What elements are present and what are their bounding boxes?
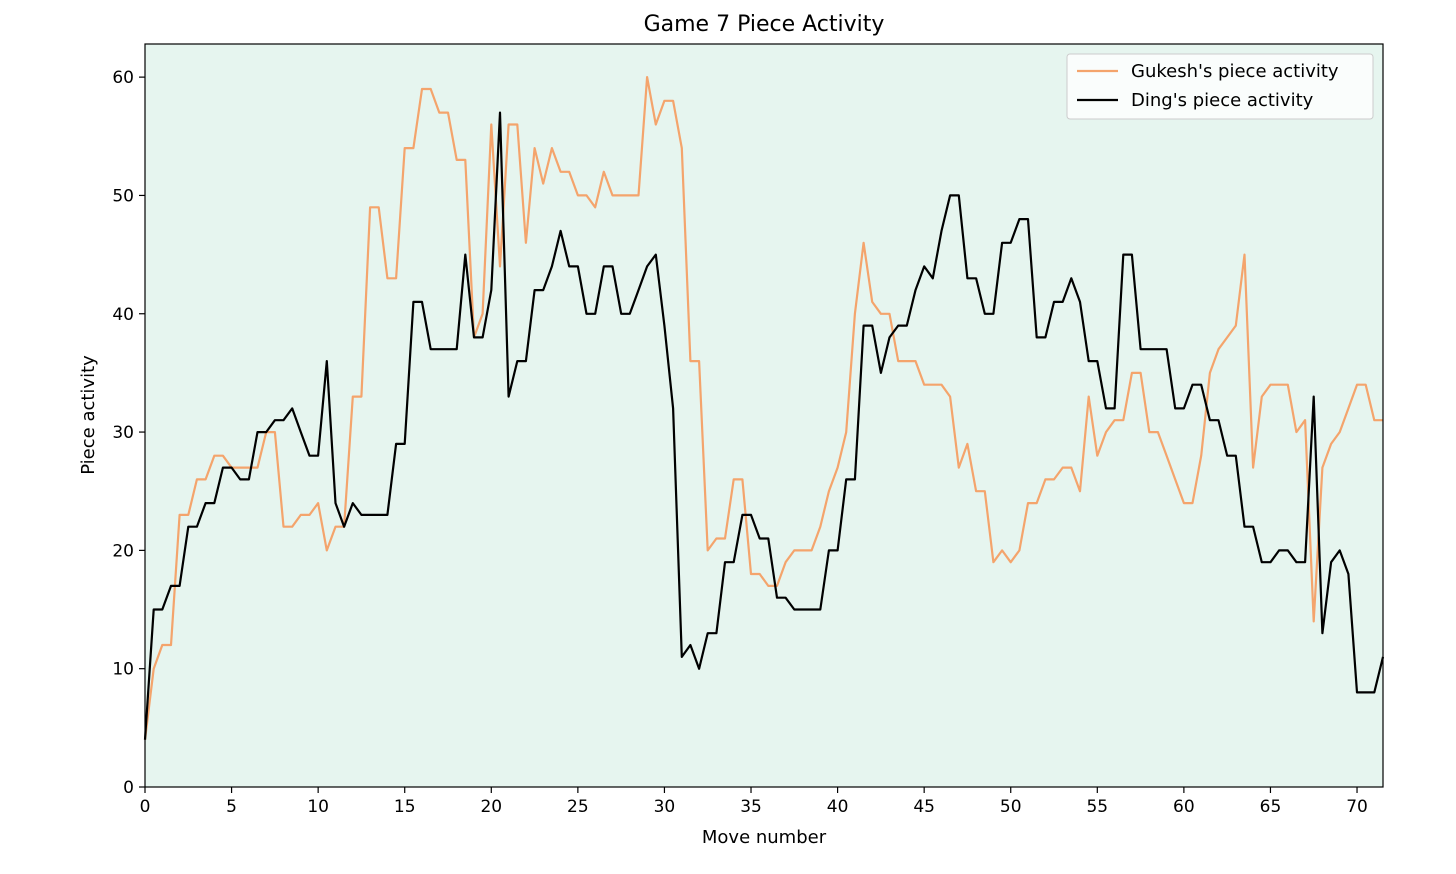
- x-tick-label-30: 30: [654, 797, 676, 817]
- plot-frame: [144, 43, 1384, 788]
- legend: Gukesh's piece activity Ding's piece act…: [1066, 53, 1374, 120]
- chart-title: Game 7 Piece Activity: [644, 12, 885, 37]
- legend-label-ding: Ding's piece activity: [1131, 90, 1314, 111]
- x-tick-label-25: 25: [567, 797, 589, 817]
- x-tick-label-5: 5: [226, 797, 237, 817]
- y-tick-label-0: 0: [123, 778, 134, 798]
- x-tick-label-60: 60: [1173, 797, 1195, 817]
- y-tick-label-60: 60: [112, 68, 134, 88]
- x-axis-label: Move number: [702, 827, 827, 848]
- series-line-ding: [143, 111, 1385, 740]
- series-layer: [143, 75, 1385, 740]
- x-tick-label-20: 20: [480, 797, 502, 817]
- y-axis: 0 10 20 30 40 50 60: [112, 68, 145, 798]
- x-tick-label-35: 35: [740, 797, 762, 817]
- x-tick-label-50: 50: [1000, 797, 1022, 817]
- x-tick-label-45: 45: [913, 797, 935, 817]
- y-tick-label-50: 50: [112, 186, 134, 206]
- y-tick-label-10: 10: [112, 660, 134, 680]
- x-tick-label-10: 10: [307, 797, 329, 817]
- x-tick-label-55: 55: [1086, 797, 1108, 817]
- y-tick-label-20: 20: [112, 541, 134, 561]
- x-axis: 0 5 10 15 20 25 30 35 40 45 50 55 60 65 70: [140, 787, 1368, 817]
- y-tick-label-30: 30: [112, 423, 134, 443]
- x-tick-label-40: 40: [827, 797, 849, 817]
- x-tick-label-70: 70: [1346, 797, 1368, 817]
- x-tick-label-0: 0: [140, 797, 151, 817]
- y-axis-label: Piece activity: [78, 355, 99, 475]
- x-tick-label-15: 15: [394, 797, 416, 817]
- legend-label-gukesh: Gukesh's piece activity: [1131, 61, 1339, 82]
- x-tick-label-65: 65: [1260, 797, 1282, 817]
- legend-box: [1066, 53, 1374, 120]
- series-line-gukesh: [143, 75, 1383, 740]
- y-tick-label-40: 40: [112, 305, 134, 325]
